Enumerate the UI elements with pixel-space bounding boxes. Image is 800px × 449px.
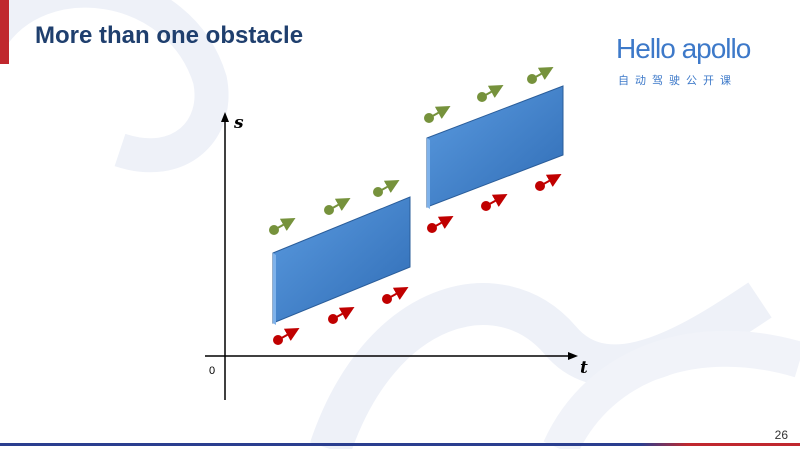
logo-subtitle: 自动驾驶公开课 <box>618 75 737 87</box>
lower-arrows-1 <box>273 287 409 345</box>
lower-arrows-2 <box>427 174 562 233</box>
upper-arrows-2 <box>424 67 554 123</box>
obstacle-2 <box>426 85 564 209</box>
t-axis-arrow-icon <box>568 352 578 360</box>
slide-title: More than one obstacle <box>35 22 304 49</box>
page-number: 26 <box>774 428 788 442</box>
origin-label: 0 <box>209 365 215 377</box>
s-axis-label: s <box>233 113 244 133</box>
s-axis-arrow-icon <box>221 112 229 122</box>
t-axis-label: t <box>580 358 588 378</box>
logo-name: Hello apollo <box>616 33 751 64</box>
logo: Hello apollo 自动驾驶公开课 <box>616 34 766 88</box>
obstacle-1 <box>272 196 411 325</box>
footer-line <box>0 443 800 446</box>
accent-bar <box>0 0 9 64</box>
upper-arrows-1 <box>269 180 400 235</box>
